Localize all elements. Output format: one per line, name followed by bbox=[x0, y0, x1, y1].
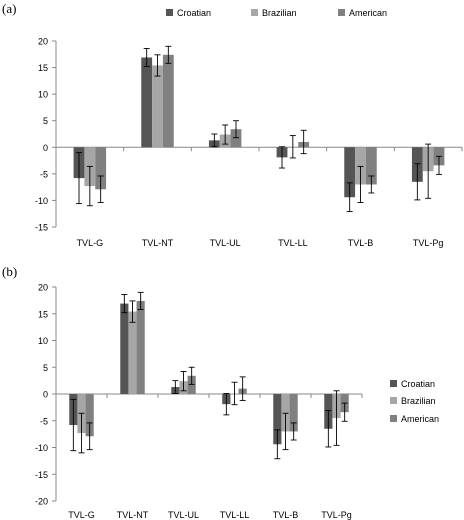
bar-brazilian bbox=[281, 394, 290, 432]
legend-label-croatian: Croatian bbox=[177, 8, 211, 18]
bar-croatian bbox=[141, 57, 153, 148]
bar-croatian bbox=[273, 394, 282, 445]
legend-swatch-croatian bbox=[390, 380, 397, 387]
category-label: TVL-NT bbox=[117, 510, 149, 520]
category-label: TVL-Pg bbox=[413, 238, 444, 248]
bar-american bbox=[85, 394, 94, 437]
bar-brazilian bbox=[128, 311, 137, 394]
legend-swatch-croatian bbox=[166, 9, 173, 16]
y-tick-label: -20 bbox=[35, 497, 48, 507]
y-tick-label: 5 bbox=[43, 363, 48, 373]
bar-american bbox=[365, 147, 377, 185]
y-tick-label: -5 bbox=[40, 169, 48, 179]
legend-swatch-brazilian bbox=[390, 397, 397, 404]
category-label: TVL-G bbox=[77, 238, 104, 248]
category-label: TVL-B bbox=[273, 510, 299, 520]
chart-panel-a: -15 -10 -5 0 5 10 15 20 TVL-G TVL-NT TVL-UL TVL-LL T… bbox=[35, 8, 463, 248]
category-label: TVL-LL bbox=[220, 510, 250, 520]
y-tick-label: -10 bbox=[35, 443, 48, 453]
category-label: TVL-G bbox=[68, 510, 95, 520]
legend-swatch-american bbox=[390, 415, 397, 422]
bar-american bbox=[95, 147, 107, 190]
y-tick-label: 0 bbox=[43, 143, 48, 153]
legend-label-american: American bbox=[401, 414, 439, 424]
y-tick-label: 15 bbox=[38, 63, 48, 73]
y-tick-label: 0 bbox=[43, 390, 48, 400]
category-label: TVL-Pg bbox=[321, 510, 352, 520]
bar-croatian bbox=[120, 303, 129, 394]
legend-label-brazilian: Brazilian bbox=[262, 8, 297, 18]
bar-american bbox=[187, 375, 196, 394]
y-tick-label: -10 bbox=[35, 196, 48, 206]
y-tick-label: 10 bbox=[38, 90, 48, 100]
y-tick-label: 5 bbox=[43, 116, 48, 126]
chart-panel-b: -20 -15 -10 -5 0 5 10 15 20 TVL-G TVL-NT TVL-UL TVL-… bbox=[35, 283, 439, 520]
legend-swatch-brazilian bbox=[251, 9, 258, 16]
y-tick-label: 20 bbox=[38, 283, 48, 293]
legend-swatch-american bbox=[338, 9, 345, 16]
y-tick-label: -15 bbox=[35, 470, 48, 480]
y-tick-label: -15 bbox=[35, 223, 48, 233]
legend-label-american: American bbox=[349, 8, 387, 18]
bar-american bbox=[230, 129, 242, 148]
category-label: TVL-B bbox=[348, 238, 374, 248]
panel-label-b: (b) bbox=[2, 264, 18, 279]
y-tick-label: 20 bbox=[38, 37, 48, 47]
category-label: TVL-UL bbox=[168, 510, 199, 520]
bar-american bbox=[136, 300, 145, 394]
legend-label-croatian: Croatian bbox=[401, 379, 435, 389]
bar-brazilian bbox=[152, 65, 163, 148]
bar-croatian bbox=[344, 147, 356, 198]
bar-brazilian bbox=[355, 147, 366, 185]
category-label: TVL-UL bbox=[210, 238, 241, 248]
y-tick-label: -5 bbox=[40, 416, 48, 426]
legend-label-brazilian: Brazilian bbox=[401, 396, 436, 406]
panel-label-a: (a) bbox=[2, 1, 17, 16]
bar-american bbox=[289, 394, 298, 432]
y-tick-label: 10 bbox=[38, 336, 48, 346]
category-label: TVL-NT bbox=[142, 238, 174, 248]
bar-american bbox=[162, 54, 174, 148]
category-label: TVL-LL bbox=[278, 238, 308, 248]
y-tick-label: 15 bbox=[38, 309, 48, 319]
